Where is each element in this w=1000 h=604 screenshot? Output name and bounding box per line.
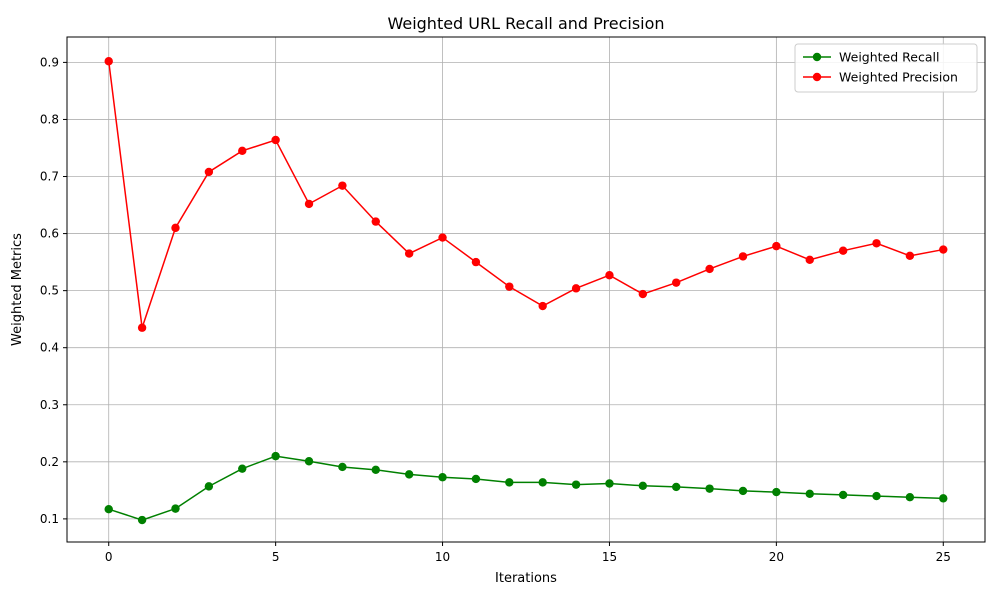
y-axis-label: Weighted Metrics: [10, 233, 25, 346]
data-point: [238, 146, 247, 156]
y-tick-label: 0.5: [40, 284, 59, 298]
data-point: [571, 284, 581, 293]
legend-marker: [812, 72, 822, 82]
data-point: [738, 252, 748, 261]
data-point: [638, 481, 648, 490]
data-point: [338, 181, 347, 190]
series-group: [104, 57, 948, 525]
x-tick-label: 10: [435, 550, 450, 564]
data-point: [471, 257, 481, 267]
data-point: [772, 241, 781, 251]
y-tick-label: 0.1: [40, 512, 59, 526]
y-tick-label: 0.2: [40, 455, 59, 469]
data-point: [171, 504, 180, 513]
x-axis-label: Iterations: [495, 571, 557, 586]
plot-area-frame: [66, 36, 986, 543]
legend: Weighted Recall Weighted Precision: [794, 43, 978, 93]
data-point: [271, 135, 280, 145]
data-point: [271, 451, 280, 461]
series-line: [107, 61, 944, 328]
data-point: [471, 474, 481, 484]
data-point: [538, 301, 547, 311]
legend-label: Weighted Recall: [839, 50, 939, 65]
x-tick-label: 0: [105, 550, 113, 564]
data-point: [638, 289, 648, 299]
x-tick-label: 5: [272, 550, 280, 564]
y-tick-label: 0.3: [40, 398, 59, 412]
data-point: [905, 251, 915, 261]
legend-marker: [812, 52, 822, 62]
data-point: [538, 478, 547, 487]
data-point: [371, 217, 380, 226]
data-point: [371, 465, 380, 475]
data-point: [705, 264, 714, 274]
chart-title: Weighted URL Recall and Precision: [387, 14, 664, 33]
x-tick-label: 20: [769, 550, 784, 564]
legend-box: [794, 43, 978, 93]
data-point: [738, 486, 748, 496]
data-point: [304, 199, 314, 209]
y-tick-label: 0.9: [40, 55, 59, 69]
data-point: [805, 489, 814, 498]
data-point: [137, 515, 147, 525]
data-point: [705, 484, 714, 493]
data-point: [672, 278, 681, 287]
axis-ticks: 0 5 10 15 20 25 0.1 0.2 0.3 0.4 0.5 0.6 0.7 0.8 0.9: [40, 55, 951, 564]
data-point: [171, 223, 180, 233]
data-point: [672, 482, 681, 492]
data-point: [605, 271, 614, 280]
data-point: [939, 494, 948, 503]
data-point: [571, 480, 581, 489]
data-point: [772, 487, 781, 497]
data-point: [838, 490, 848, 500]
y-tick-label: 0.4: [40, 341, 59, 355]
data-point: [137, 323, 147, 332]
data-point: [238, 464, 247, 473]
data-point: [204, 167, 214, 177]
data-point: [438, 473, 447, 482]
data-point: [304, 457, 314, 466]
y-tick-label: 0.6: [40, 227, 59, 241]
legend-item: Weighted Recall: [803, 50, 939, 65]
data-point: [204, 482, 214, 491]
series-weighted-precision: [104, 57, 948, 332]
data-point: [939, 245, 948, 254]
data-point: [404, 249, 414, 258]
data-point: [838, 246, 848, 255]
y-tick-label: 0.7: [40, 170, 59, 184]
x-tick-label: 25: [936, 550, 951, 564]
x-tick-label: 15: [602, 550, 617, 564]
grid-lines: [67, 37, 985, 542]
data-point: [438, 233, 447, 242]
data-point: [905, 493, 915, 502]
series-line: [108, 455, 944, 521]
y-tick-label: 0.8: [40, 112, 59, 126]
data-point: [805, 255, 814, 265]
data-point: [404, 470, 414, 479]
legend-item: Weighted Precision: [803, 70, 958, 85]
series-weighted-recall: [104, 451, 948, 525]
data-point: [872, 491, 881, 501]
data-point: [872, 239, 881, 248]
data-point: [338, 462, 347, 472]
data-point: [104, 504, 113, 514]
data-point: [505, 282, 514, 291]
data-point: [104, 57, 113, 66]
legend-label: Weighted Precision: [839, 70, 958, 85]
data-point: [505, 478, 514, 487]
data-point: [605, 479, 614, 488]
